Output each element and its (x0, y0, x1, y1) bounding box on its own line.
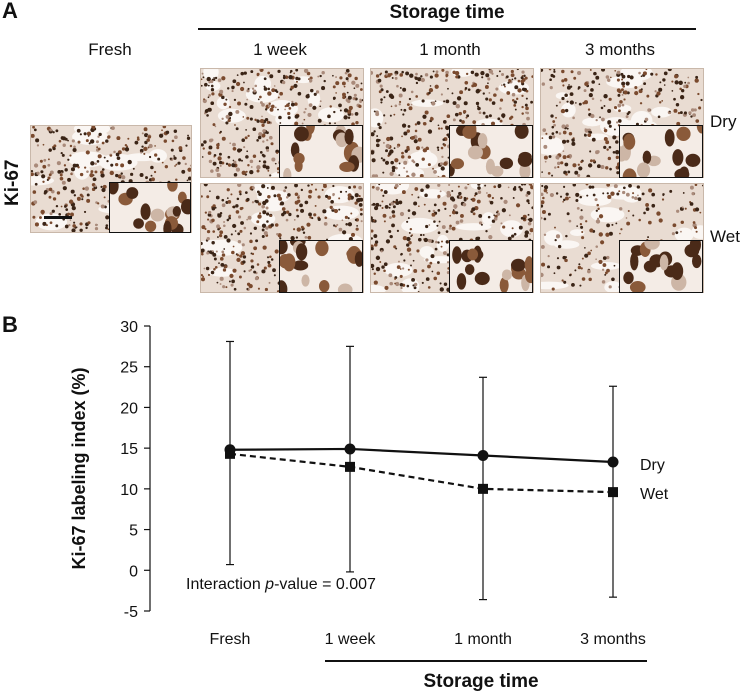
inset-1-month-dry (449, 125, 533, 178)
ki67-line-chart: -5 0 5 10 15 20 25 30 Ki-67 labeling index (%) Fr… (69, 319, 669, 692)
row-label-dry: Dry (710, 112, 737, 131)
inset-1-week-dry (279, 125, 363, 178)
inset-3-months-wet (619, 240, 703, 293)
y-tick-label: 15 (120, 441, 138, 458)
panel-a-storage-rule (198, 28, 696, 30)
column-label-1-month: 1 month (419, 40, 481, 59)
y-tick-label: 30 (120, 319, 138, 336)
point-dry (607, 456, 619, 468)
series-label-wet: Wet (640, 486, 669, 503)
inset-1-week-wet (279, 240, 363, 293)
x-tick-label: 1 week (325, 631, 377, 648)
scale-bar (44, 216, 72, 219)
y-axis-title: Ki-67 labeling index (%) (69, 367, 89, 569)
x-tick-label: 1 month (454, 631, 512, 648)
x-tick-label: 3 months (580, 631, 646, 648)
series-label-dry: Dry (640, 457, 665, 474)
x-axis-title: Storage time (423, 671, 538, 692)
point-wet (225, 448, 235, 459)
y-tick-label: 25 (120, 360, 138, 377)
series-line-dry (229, 447, 614, 464)
row-label-wet: Wet (710, 227, 740, 246)
y-tick-label: 0 (129, 563, 138, 580)
point-dry (344, 443, 356, 455)
x-tick-label: Fresh (210, 631, 251, 648)
panel-b-letter: B (2, 312, 18, 337)
point-dry (477, 449, 489, 461)
y-tick-label: 20 (120, 400, 138, 417)
point-wet (345, 461, 355, 472)
y-tick-label: 5 (129, 523, 138, 540)
stain-label-ki67: Ki-67 (2, 159, 23, 206)
inset-1-month-wet (449, 240, 533, 293)
column-label-1-week: 1 week (253, 40, 307, 59)
point-wet (608, 487, 618, 498)
column-label-3-months: 3 months (585, 40, 655, 59)
point-wet (478, 483, 488, 494)
panel-a-letter: A (2, 0, 18, 23)
column-label-fresh: Fresh (88, 40, 132, 59)
panel-a-storage-title: Storage time (389, 2, 505, 23)
y-tick-label: 10 (120, 482, 138, 499)
inset-fresh (109, 182, 191, 233)
interaction-annotation: Interaction p-value = 0.007 (186, 576, 376, 593)
inset-3-months-dry (619, 125, 703, 178)
series-line-wet (229, 452, 614, 494)
y-tick-label: -5 (124, 604, 138, 621)
